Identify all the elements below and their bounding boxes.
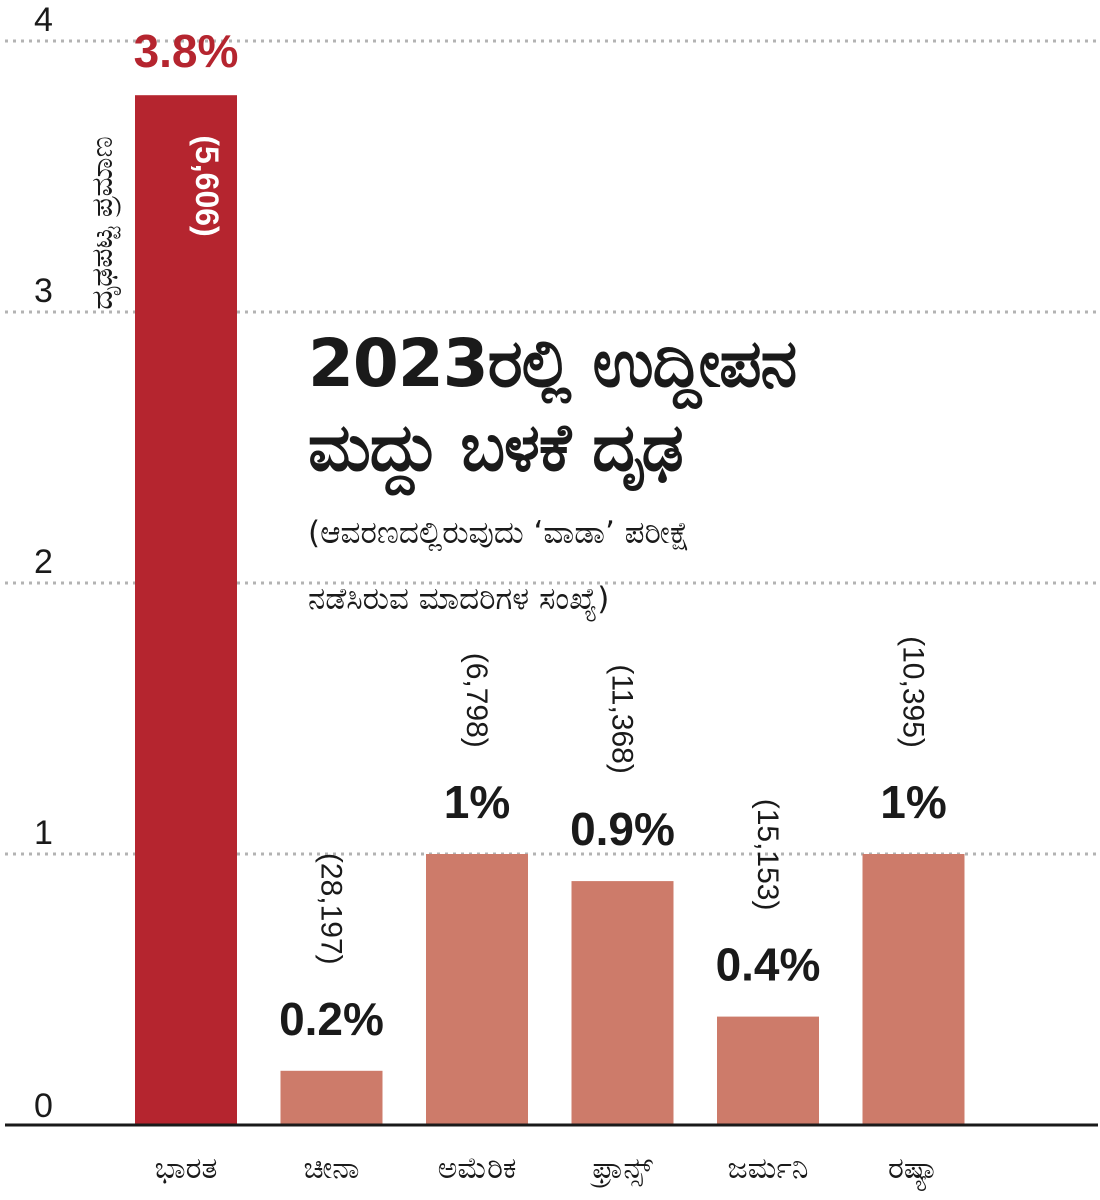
data-label: 1% xyxy=(444,776,510,828)
bar xyxy=(280,1070,383,1125)
data-label: 1% xyxy=(880,776,946,828)
chart-title-line-2: ಮದ್ದು ಬಳಕೆ ದೃಢ xyxy=(308,409,684,486)
y-tick-label: 1 xyxy=(34,814,53,852)
bar xyxy=(717,1016,819,1125)
sample-count-label: (6,798) xyxy=(460,653,493,748)
x-tick-label: ಭಾರತ xyxy=(155,1151,218,1186)
chart-subtitle-line-1: (ಆವರಣದಲ್ಲಿರುವುದು ‘ವಾಡಾ’ ಪರೀಕ್ಷೆ xyxy=(308,515,690,551)
y-tick-label: 2 xyxy=(34,543,53,581)
bar xyxy=(862,854,965,1125)
x-tick-label: ಚೀನಾ xyxy=(303,1151,359,1186)
chart-title-line-1: 2023ರಲ್ಲಿ ಉದ್ದೀಪನ xyxy=(308,325,797,402)
chart-subtitle-line-2: ನಡೆಸಿರುವ ಮಾದರಿಗಳ ಸಂಖ್ಯೆ) xyxy=(308,581,610,617)
data-label: 0.9% xyxy=(570,803,675,855)
bar xyxy=(426,854,528,1125)
bar xyxy=(571,881,674,1125)
y-tick-label: 0 xyxy=(34,1087,53,1125)
sample-count-label: (28,197) xyxy=(315,853,348,965)
sample-count-label: (5,606) xyxy=(189,135,225,236)
bar xyxy=(135,95,237,1126)
y-axis-label: ದೃಢಪಟ್ಟ ಪ್ರಮಾಣ xyxy=(85,136,121,309)
data-label: 0.4% xyxy=(716,939,821,991)
sample-count-label: (11,368) xyxy=(606,664,639,774)
y-tick-label: 4 xyxy=(34,1,53,39)
sample-count-label: (15,153) xyxy=(751,799,784,911)
x-tick-label: ರಷ್ಯಾ xyxy=(888,1151,939,1191)
chart-title-block: 2023ರಲ್ಲಿ ಉದ್ದೀಪನ ಮದ್ದು ಬಳಕೆ ದೃಢ (ಆವರಣದಲ… xyxy=(308,322,908,622)
x-tick-label: ಜರ್ಮನಿ xyxy=(728,1151,809,1186)
y-tick-label: 3 xyxy=(34,272,53,310)
x-tick-label: ಫ್ರಾನ್ಸ್ xyxy=(589,1151,653,1188)
data-label: 0.2% xyxy=(279,993,384,1045)
sample-count-label: (10,395) xyxy=(897,636,930,748)
data-label: 3.8% xyxy=(134,25,239,77)
x-tick-label: ಅಮೆರಿಕ xyxy=(438,1151,517,1186)
